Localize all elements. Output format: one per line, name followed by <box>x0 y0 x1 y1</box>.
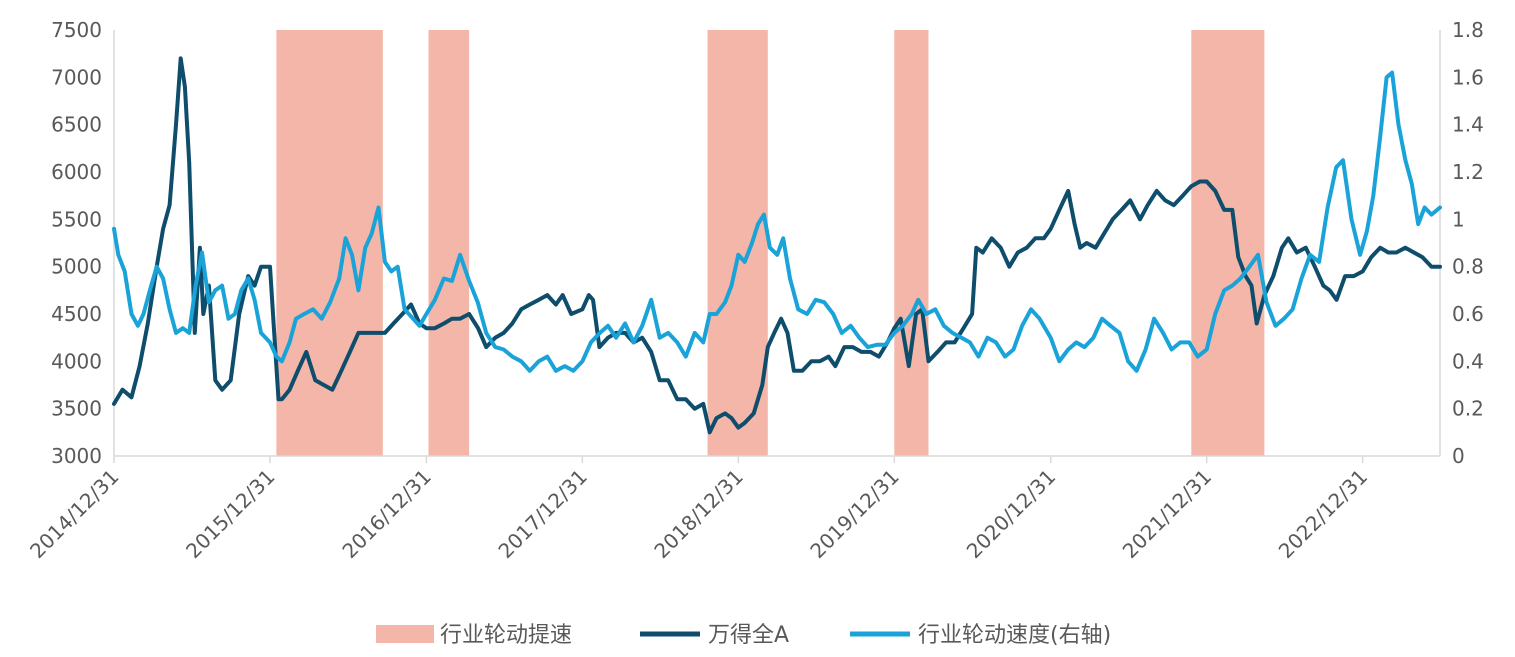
x-tick-label: 2021/12/31 <box>1118 465 1216 563</box>
x-tick-label: 2018/12/31 <box>649 465 747 563</box>
legend-label-shade: 行业轮动提速 <box>440 623 572 648</box>
left-y-tick-label: 4000 <box>51 349 102 373</box>
right-y-tick-label: 1.8 <box>1452 18 1484 42</box>
left-y-tick-label: 6500 <box>51 113 102 137</box>
left-y-tick-label: 5500 <box>51 207 102 231</box>
x-tick-label: 2016/12/31 <box>337 465 435 563</box>
left-y-tick-label: 7000 <box>51 65 102 89</box>
x-tick-label: 2020/12/31 <box>962 465 1060 563</box>
right-y-tick-label: 1.4 <box>1452 113 1484 137</box>
right-y-tick-label: 0.8 <box>1452 255 1484 279</box>
left-y-tick-label: 7500 <box>51 18 102 42</box>
x-tick-label: 2015/12/31 <box>181 465 279 563</box>
shaded-period-2 <box>428 30 470 456</box>
shaded-period-3 <box>707 30 768 456</box>
left-y-tick-labels: 3000 3500 4000 4500 5000 5500 6000 6500 7000 7500 <box>51 18 102 468</box>
right-y-tick-label: 1.6 <box>1452 65 1484 89</box>
right-y-tick-label: 0 <box>1452 444 1465 468</box>
left-y-tick-label: 4500 <box>51 302 102 326</box>
legend: 行业轮动提速 万得全A 行业轮动速度(右轴) <box>376 623 1111 648</box>
series-line-2 <box>112 70 1442 373</box>
right-y-tick-label: 0.6 <box>1452 302 1484 326</box>
series-line-1 <box>112 56 1442 435</box>
x-tick-labels: 2014/12/31 2015/12/31 2016/12/31 2017/12/31… <box>25 456 1372 563</box>
shaded-periods <box>276 30 1265 456</box>
left-y-tick-label: 3000 <box>51 444 102 468</box>
shaded-period-5 <box>1191 30 1265 456</box>
series-lines <box>112 56 1442 435</box>
left-y-tick-label: 6000 <box>51 160 102 184</box>
axes <box>113 30 1441 457</box>
right-y-tick-label: 1.2 <box>1452 160 1484 184</box>
x-tick-label: 2017/12/31 <box>493 465 591 563</box>
right-y-tick-label: 1 <box>1452 207 1465 231</box>
left-y-tick-label: 3500 <box>51 397 102 421</box>
x-tick-label: 2022/12/31 <box>1274 465 1372 563</box>
right-y-tick-label: 0.2 <box>1452 397 1484 421</box>
right-y-tick-labels: 0 0.2 0.4 0.6 0.8 1 1.2 1.4 1.6 1.8 <box>1452 18 1484 468</box>
x-tick-label: 2019/12/31 <box>805 465 903 563</box>
legend-label-series-1: 万得全A <box>708 623 789 648</box>
shaded-period-4 <box>894 30 929 456</box>
legend-label-series-2: 行业轮动速度(右轴) <box>918 623 1111 648</box>
legend-swatch-shade <box>376 625 434 643</box>
shaded-period-1 <box>276 30 383 456</box>
x-tick-label: 2014/12/31 <box>25 465 123 563</box>
right-y-tick-label: 0.4 <box>1452 349 1484 373</box>
left-y-tick-label: 5000 <box>51 255 102 279</box>
